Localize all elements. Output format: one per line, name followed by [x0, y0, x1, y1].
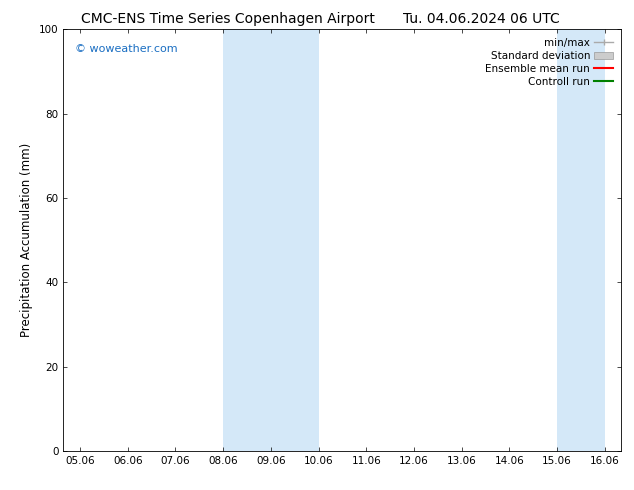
- Y-axis label: Precipitation Accumulation (mm): Precipitation Accumulation (mm): [20, 143, 34, 337]
- Text: © woweather.com: © woweather.com: [75, 44, 177, 54]
- Text: CMC-ENS Time Series Copenhagen Airport: CMC-ENS Time Series Copenhagen Airport: [81, 12, 375, 26]
- Bar: [557, 29, 605, 451]
- Legend: min/max, Standard deviation, Ensemble mean run, Controll run: min/max, Standard deviation, Ensemble me…: [482, 35, 616, 90]
- Bar: [223, 29, 318, 451]
- Text: Tu. 04.06.2024 06 UTC: Tu. 04.06.2024 06 UTC: [403, 12, 560, 26]
